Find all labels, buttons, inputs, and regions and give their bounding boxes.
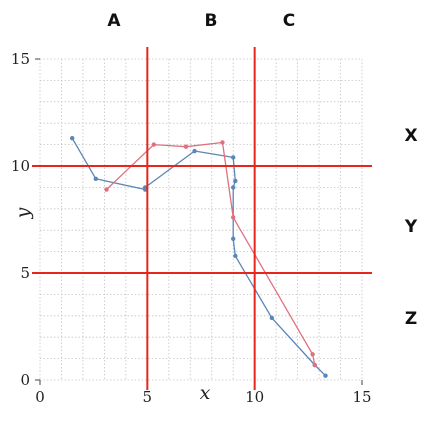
x-tick-label: 15 — [352, 388, 371, 406]
series-1-point — [70, 135, 75, 141]
x-tick-label: 10 — [245, 388, 264, 406]
series-1-point — [231, 185, 236, 190]
series-1-point — [323, 373, 328, 378]
column-label-a: A — [107, 11, 121, 31]
series-2-point — [220, 140, 225, 145]
column-label-c: C — [283, 11, 295, 31]
y-tick-label: 0 — [20, 371, 30, 389]
axes: 0 5 10 15 0 5 10 15 x y — [11, 50, 372, 406]
series-1-line — [71, 137, 326, 377]
row-label-y: Y — [404, 217, 418, 237]
series-1-point — [233, 253, 238, 259]
x-tick-label: 0 — [35, 388, 45, 406]
y-tick-label: 10 — [11, 157, 30, 175]
grid-lines — [39, 58, 363, 381]
series-1-point — [192, 148, 197, 154]
series-2-point — [310, 352, 315, 357]
series-1-point — [233, 178, 238, 184]
y-tick-label: 15 — [11, 50, 30, 68]
series-2-point — [183, 144, 189, 149]
series-2-point — [104, 187, 109, 192]
y-tick-label: 5 — [20, 264, 30, 282]
series-2-point — [312, 362, 317, 368]
series-2-point — [151, 142, 156, 147]
series-1-point — [269, 315, 275, 321]
labels-layer: A B C X Y Z — [107, 11, 417, 329]
row-label-z: Z — [405, 309, 417, 329]
series-1-point — [231, 155, 236, 160]
series-layer — [70, 135, 328, 378]
y-axis-label: y — [12, 207, 34, 219]
x-tick-label: 5 — [143, 388, 153, 406]
column-label-b: B — [205, 11, 218, 31]
reference-lines — [32, 47, 372, 390]
series-2-point — [231, 215, 236, 220]
series-1-point — [231, 236, 236, 241]
series-1-point — [142, 185, 148, 190]
row-label-x: X — [404, 126, 417, 146]
series-1-point — [93, 176, 99, 182]
x-axis-label: x — [200, 382, 211, 404]
